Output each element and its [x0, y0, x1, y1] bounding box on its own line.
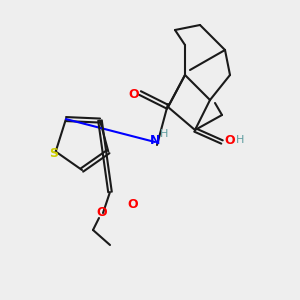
- Text: O: O: [97, 206, 107, 220]
- Text: O: O: [225, 134, 235, 146]
- Text: S: S: [49, 147, 58, 160]
- Text: H: H: [236, 135, 244, 145]
- Text: H: H: [160, 129, 168, 139]
- Text: N: N: [150, 134, 160, 146]
- Text: O: O: [128, 197, 138, 211]
- Text: O: O: [129, 88, 139, 101]
